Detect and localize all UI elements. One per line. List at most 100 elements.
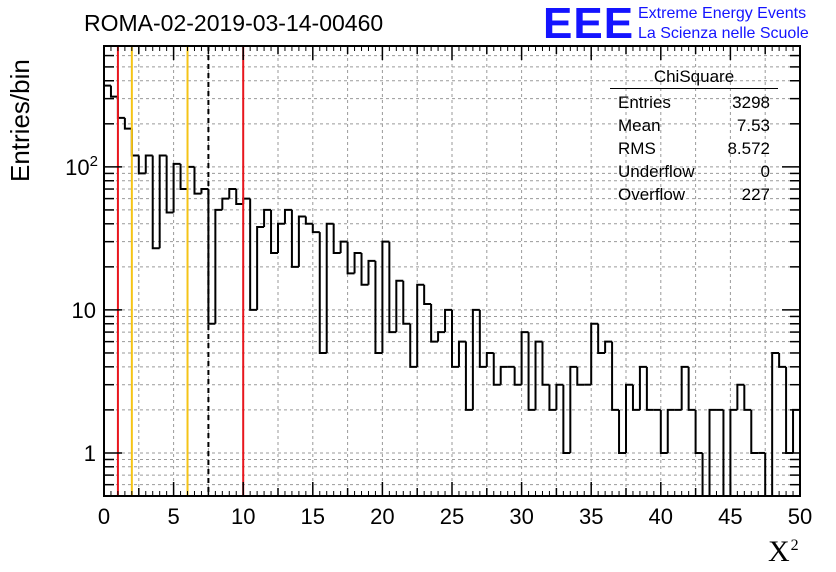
histogram-bin — [625, 383, 633, 453]
histogram-bin — [416, 283, 425, 367]
stats-row-rms: RMS 8.572 — [610, 137, 778, 160]
histogram-bin — [527, 332, 536, 411]
y-tick-label: 102 — [65, 153, 98, 180]
histogram-bin — [172, 162, 181, 213]
histogram-bin — [116, 96, 125, 119]
stats-label: Entries — [618, 93, 671, 112]
histogram-bin — [548, 384, 557, 411]
x-tick-label: 15 — [301, 504, 325, 529]
histogram-bin — [437, 331, 446, 342]
stats-label: RMS — [618, 139, 656, 158]
histogram-bin — [743, 384, 752, 411]
stats-label: Underflow — [618, 162, 695, 181]
x-tick-label: 45 — [718, 504, 742, 529]
x-tick-label: 0 — [98, 504, 110, 529]
stats-value: 0 — [760, 162, 770, 181]
histogram-bin — [478, 309, 487, 368]
histogram-bin — [109, 85, 118, 98]
histogram-bin — [555, 383, 564, 410]
x-tick-label: 25 — [440, 504, 464, 529]
histogram-bin — [123, 117, 132, 130]
histogram-bin — [513, 366, 522, 386]
histogram-bin — [381, 240, 390, 353]
histogram-bin — [520, 331, 529, 385]
stats-row-entries: Entries 3298 — [610, 91, 778, 114]
histogram-bin — [318, 232, 327, 354]
histogram-bin — [666, 408, 675, 453]
histogram-bin — [186, 165, 195, 190]
histogram-bin — [179, 163, 188, 191]
histogram-bin — [144, 154, 153, 174]
histogram-bin — [694, 409, 703, 454]
histogram-bin — [360, 252, 369, 286]
histogram-bin — [228, 188, 237, 199]
stats-title: ChiSquare — [610, 66, 778, 89]
histogram-bin — [304, 216, 313, 225]
histogram-bin — [729, 408, 738, 496]
histogram-bin — [263, 208, 272, 227]
stats-box: ChiSquare Entries 3298 Mean 7.53 RMS 8.572 … — [610, 66, 778, 206]
axis-ticks — [103, 46, 801, 496]
histogram-bin — [402, 280, 411, 325]
histogram-bin — [687, 366, 696, 411]
histogram-bin — [221, 197, 230, 210]
histogram-bin — [645, 366, 654, 411]
histogram-bin — [451, 309, 459, 368]
histogram-bin — [457, 340, 466, 367]
histogram-bin — [430, 303, 439, 343]
histogram-bin — [485, 351, 494, 367]
histogram-bin — [249, 198, 258, 311]
histogram-bin — [604, 340, 613, 353]
histogram-bin — [130, 128, 139, 157]
histogram-bin — [151, 155, 160, 250]
histogram-bin — [270, 209, 278, 254]
histogram-bin — [395, 279, 404, 333]
histogram-bin — [346, 241, 355, 275]
y-axis-label: Entries/bin — [5, 59, 35, 182]
histogram-bin — [611, 341, 620, 411]
histogram-bin — [158, 154, 167, 249]
histogram-series — [104, 84, 800, 497]
histogram-bin — [736, 383, 745, 410]
histogram-bin — [499, 365, 508, 385]
histogram-bin — [792, 408, 800, 453]
histogram-bin — [631, 384, 640, 411]
histogram-bin — [297, 215, 306, 267]
histogram-bin — [659, 409, 668, 454]
histogram-bin — [325, 222, 334, 353]
histogram-bin — [423, 284, 432, 305]
eee-logo: EEE — [543, 0, 635, 48]
histogram-bin — [353, 251, 362, 274]
logo-line-1: Extreme Energy Events — [638, 5, 807, 22]
y-tick-label: 1 — [84, 441, 96, 466]
x-tick-label: 40 — [649, 504, 673, 529]
tick-labels: 0 5 10 15 20 25 30 35 40 45 50 1 10 102 — [65, 153, 812, 529]
histogram-bin — [618, 409, 626, 454]
histogram-bin — [200, 188, 209, 194]
histogram-bin — [290, 209, 299, 268]
x-axis-label-base: X — [768, 535, 790, 568]
histogram-bin — [311, 223, 320, 234]
stats-row-overflow: Overflow 227 — [610, 183, 778, 206]
histogram-bin — [165, 155, 174, 214]
histogram-bin — [444, 308, 452, 333]
histogram-bin — [464, 341, 473, 411]
histogram-bin — [708, 408, 717, 496]
x-axis-label-exponent: 2 — [790, 537, 799, 554]
histogram-bin — [590, 322, 599, 385]
histogram-bin — [283, 208, 292, 224]
histogram-bin — [214, 208, 223, 324]
histogram-bin — [569, 365, 578, 453]
stats-row-underflow: Underflow 0 — [610, 160, 778, 183]
y-tick-label: 10 — [72, 298, 96, 323]
histogram-bin — [771, 351, 780, 496]
x-axis-label: X2 — [768, 535, 799, 569]
stats-value: 7.53 — [736, 116, 770, 135]
histogram-bin — [374, 260, 383, 354]
histogram-bin — [534, 340, 543, 410]
histogram-bin — [367, 259, 376, 285]
histogram-bin — [562, 384, 571, 454]
histogram-bin — [256, 225, 265, 310]
histogram-bin — [597, 323, 606, 354]
